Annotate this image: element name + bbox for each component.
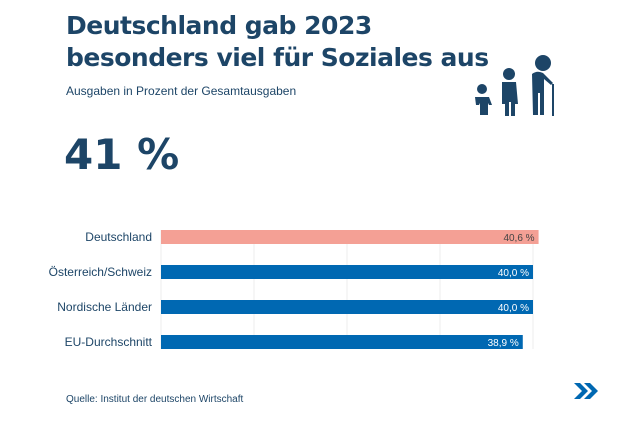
source-note: Quelle: Institut der deutschen Wirtschaf… [66,394,244,405]
chart-title: Deutschland gab 2023 besonders viel für … [66,11,489,72]
bar [161,300,533,314]
bar [161,335,523,349]
data-label: 40,0 % [498,268,529,279]
bar [161,265,533,279]
category-label: EU-Durchschnitt [65,335,153,349]
bar-chart: Deutschland 40,6 % Österreich/Schweiz 40,0 … [49,230,539,349]
category-label: Nordische Länder [57,300,152,314]
category-label: Österreich/Schweiz [49,265,152,279]
family-generations-icon [475,55,554,116]
data-label: 40,6 % [503,233,534,244]
bar [161,230,539,244]
data-label: 38,9 % [488,338,519,349]
data-label: 40,0 % [498,303,529,314]
chart-subtitle: Ausgaben in Prozent der Gesamtausgaben [66,84,297,98]
category-label: Deutschland [85,230,152,244]
headline-value: 41 % [64,130,180,179]
double-chevron-right-icon[interactable] [573,381,599,401]
